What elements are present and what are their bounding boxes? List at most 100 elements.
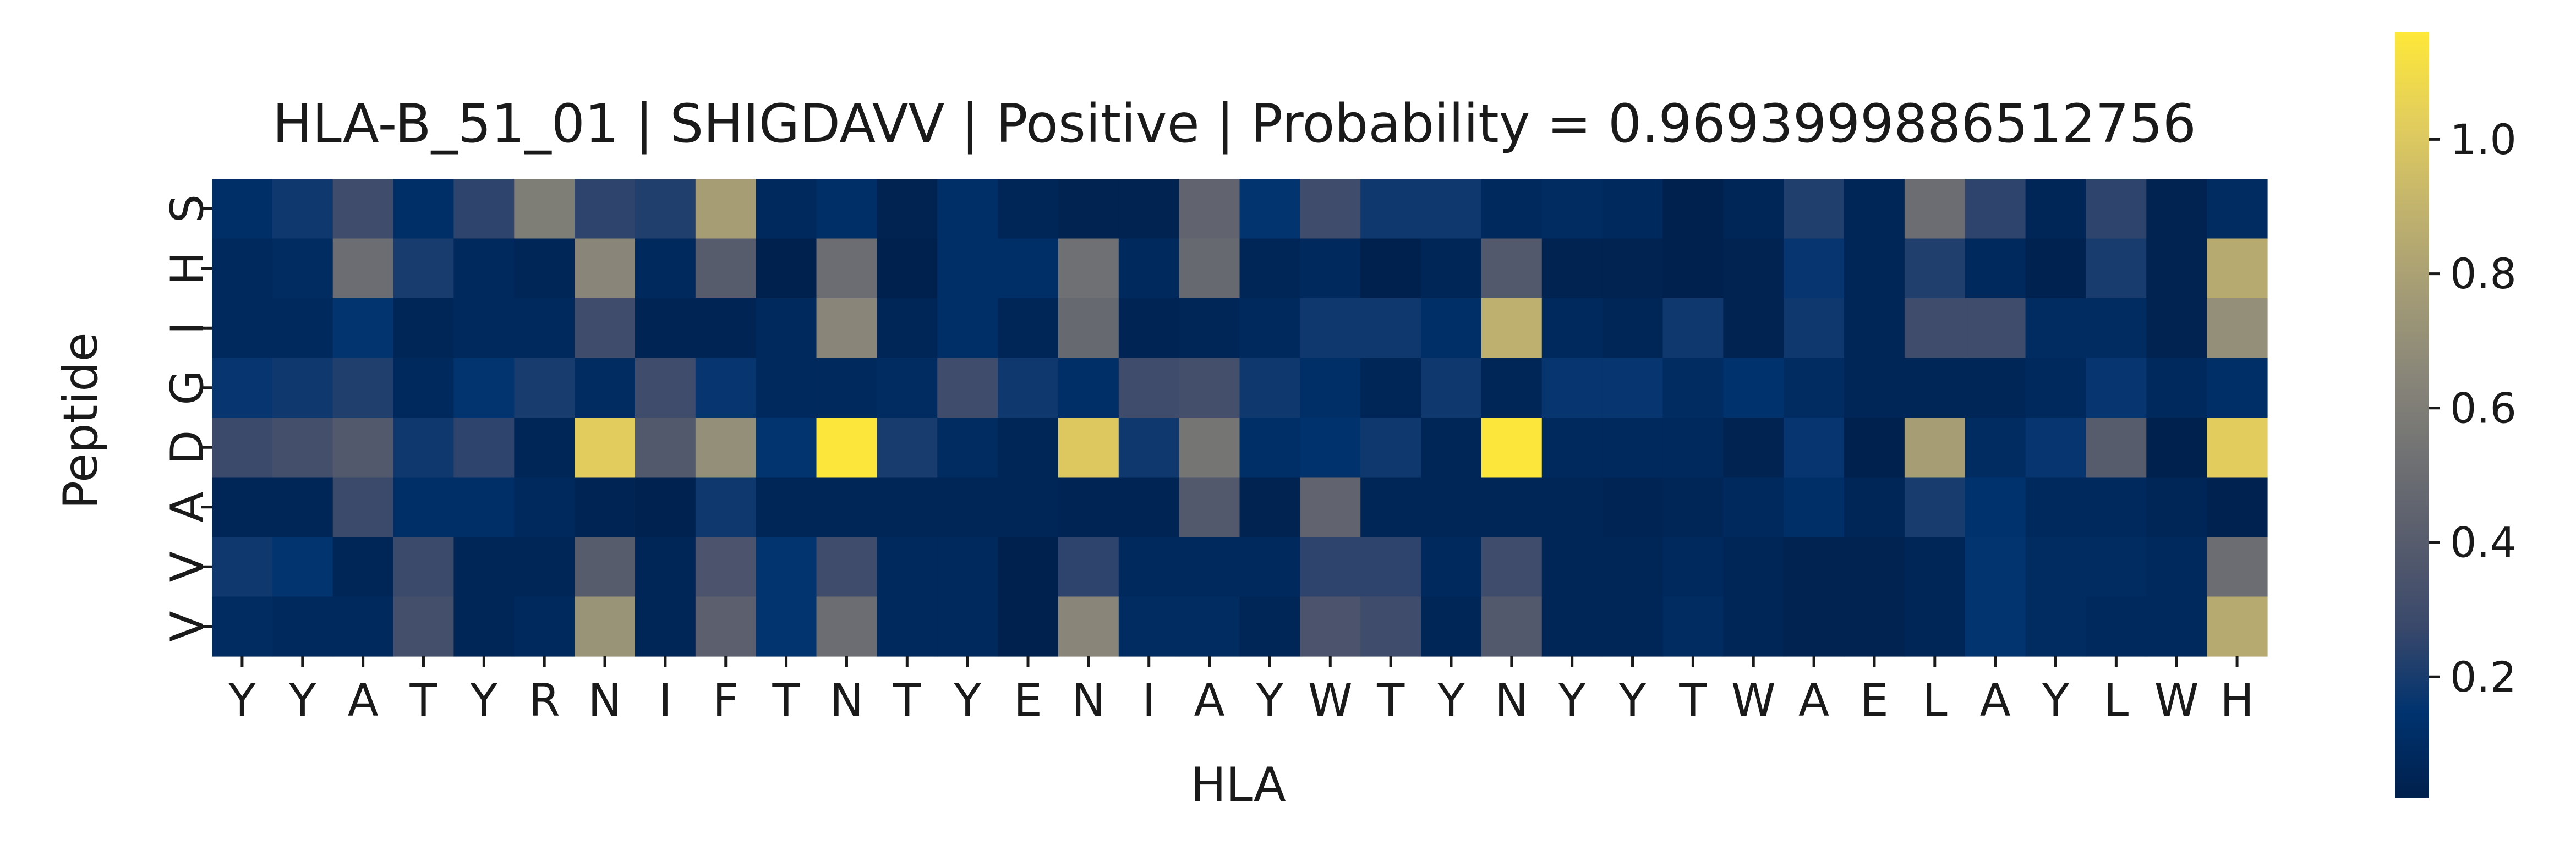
- heatmap-cell: [998, 238, 1059, 299]
- heatmap-cell: [998, 179, 1059, 239]
- heatmap-cell: [1784, 179, 1845, 239]
- heatmap-cell: [877, 596, 938, 657]
- heatmap-cell: [2086, 596, 2147, 657]
- heatmap-cell: [1481, 477, 1543, 537]
- heatmap-cell: [1602, 298, 1664, 359]
- heatmap-cell: [1723, 418, 1784, 478]
- heatmap-cell: [514, 418, 575, 478]
- heatmap-cell: [575, 298, 636, 359]
- heatmap-cell: [575, 179, 636, 239]
- heatmap-cell: [1179, 358, 1240, 418]
- heatmap-cell: [393, 418, 455, 478]
- heatmap-cell: [393, 238, 455, 299]
- heatmap-cell: [1662, 596, 1724, 657]
- heatmap-cell: [2025, 358, 2087, 418]
- heatmap-cell: [1844, 596, 1905, 657]
- heatmap-cell: [272, 596, 333, 657]
- heatmap-cell: [635, 238, 696, 299]
- heatmap-cell: [1179, 298, 1240, 359]
- heatmap-cell: [1300, 596, 1361, 657]
- heatmap-cell: [695, 179, 757, 239]
- heatmap-cell: [2207, 238, 2268, 299]
- heatmap-cell: [1723, 298, 1784, 359]
- x-tick-label: T: [1678, 674, 1707, 727]
- y-axis-ticks: SHIGDAVV: [162, 194, 214, 642]
- heatmap-cell: [1481, 179, 1543, 239]
- heatmap-cell: [453, 238, 515, 299]
- heatmap-cell: [1421, 477, 1482, 537]
- x-tick-label: N: [1495, 674, 1528, 727]
- heatmap-cell: [756, 298, 817, 359]
- heatmap-cell: [998, 477, 1059, 537]
- heatmap-cell: [1360, 179, 1421, 239]
- heatmap-cell: [1844, 298, 1905, 359]
- x-tick-label: Y: [1558, 674, 1587, 727]
- heatmap-cell: [575, 537, 636, 597]
- heatmap-cell: [2086, 238, 2147, 299]
- heatmap-cell: [1058, 477, 1119, 537]
- heatmap-cell: [756, 537, 817, 597]
- x-tick-label: Y: [1618, 674, 1647, 727]
- heatmap-cell: [1179, 238, 1240, 299]
- x-tick-label: T: [409, 674, 437, 727]
- heatmap-cell: [575, 418, 636, 478]
- heatmap-cell: [2025, 477, 2087, 537]
- heatmap-cell: [877, 238, 938, 299]
- heatmap-cell: [332, 238, 394, 299]
- heatmap-cell: [575, 596, 636, 657]
- colorbar-tick-label: 0.6: [2450, 383, 2517, 432]
- heatmap-cell: [2207, 537, 2268, 597]
- heatmap-cell: [1723, 179, 1784, 239]
- colorbar: 0.2 0.4 0.6 0.8 1.0: [2395, 32, 2517, 798]
- heatmap-cell: [1723, 358, 1784, 418]
- heatmap-cell: [1239, 179, 1300, 239]
- heatmap-cell: [1300, 238, 1361, 299]
- y-tick-label: V: [162, 551, 214, 582]
- x-tick-label: E: [1014, 674, 1042, 727]
- heatmap-cell: [272, 179, 333, 239]
- x-tick-label: Y: [1437, 674, 1465, 727]
- x-tick-label: Y: [288, 674, 317, 727]
- x-tick-label: A: [348, 674, 379, 727]
- heatmap-cell: [514, 537, 575, 597]
- heatmap-cell: [1723, 477, 1784, 537]
- heatmap-cell: [1602, 477, 1664, 537]
- x-tick-label: T: [772, 674, 801, 727]
- heatmap-cell: [695, 238, 757, 299]
- heatmap-cell: [1239, 358, 1300, 418]
- heatmap-cell: [332, 477, 394, 537]
- heatmap-cell: [1965, 537, 2026, 597]
- heatmap-cell: [2207, 596, 2268, 657]
- heatmap-cell: [816, 596, 877, 657]
- heatmap-cell: [514, 238, 575, 299]
- heatmap-cell: [575, 477, 636, 537]
- heatmap-cell: [212, 477, 273, 537]
- heatmap-cell: [998, 418, 1059, 478]
- colorbar-tick-label: 0.2: [2450, 652, 2517, 701]
- heatmap-cell: [1784, 238, 1845, 299]
- heatmap-cell: [635, 477, 696, 537]
- heatmap-cell: [1179, 418, 1240, 478]
- heatmap-cell: [212, 298, 273, 359]
- heatmap-cell: [453, 179, 515, 239]
- heatmap-cell: [1118, 238, 1180, 299]
- heatmap-cell: [635, 298, 696, 359]
- heatmap-cell: [2086, 179, 2147, 239]
- heatmap-cell: [1662, 179, 1724, 239]
- heatmap-cell: [695, 418, 757, 478]
- heatmap-cells: [212, 179, 2268, 657]
- heatmap-cell: [1300, 477, 1361, 537]
- x-tick-label: F: [713, 674, 739, 727]
- x-tick-label: Y: [469, 674, 498, 727]
- y-tick-label: I: [162, 321, 214, 334]
- heatmap-cell: [2025, 537, 2087, 597]
- heatmap-cell: [1723, 596, 1784, 657]
- heatmap-cell: [1118, 298, 1180, 359]
- heatmap-cell: [2146, 238, 2207, 299]
- heatmap-cell: [1239, 238, 1300, 299]
- heatmap-cell: [514, 596, 575, 657]
- x-tick-label: W: [2154, 674, 2199, 727]
- heatmap-cell: [877, 358, 938, 418]
- heatmap-cell: [2025, 298, 2087, 359]
- heatmap-cell: [212, 238, 273, 299]
